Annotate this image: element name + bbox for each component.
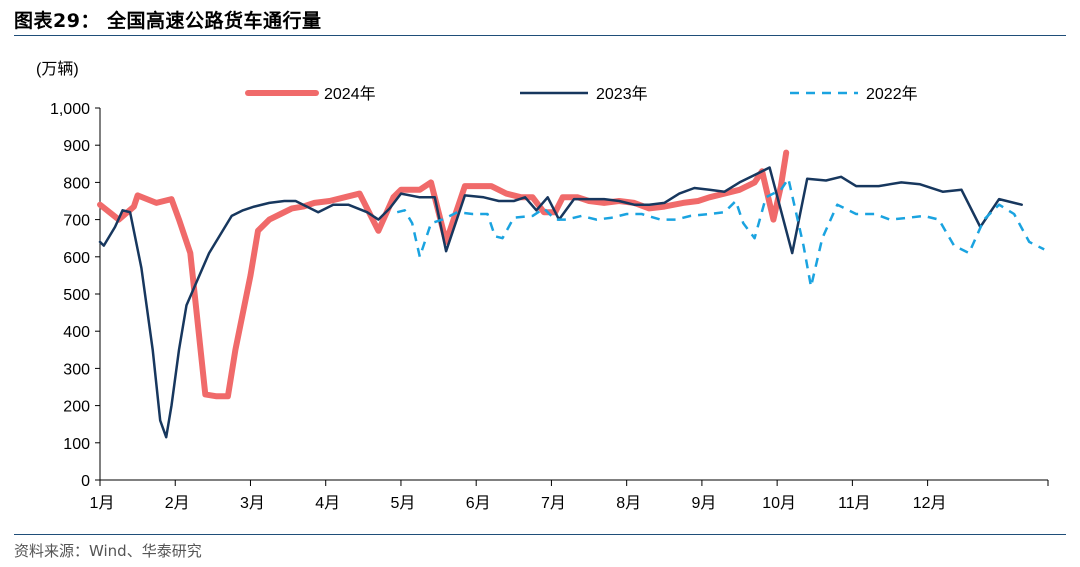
x-tick-label: 7月 <box>541 495 566 512</box>
x-tick-label: 12月 <box>913 495 947 512</box>
x-tick-label: 1月 <box>90 495 115 512</box>
title-divider <box>14 35 1066 36</box>
y-axis-unit-label: (万辆) <box>36 60 79 78</box>
y-tick-label: 400 <box>63 324 90 341</box>
y-tick-label: 700 <box>63 213 90 230</box>
line-chart: (万辆) 0 100 200 300 400 500 600 700 800 900 1,000 1月 2… <box>36 60 1049 512</box>
y-tick-label: 1,000 <box>50 101 90 118</box>
x-tick-label: 8月 <box>616 495 641 512</box>
y-tick-label: 800 <box>63 175 90 192</box>
y-tick-label: 100 <box>63 436 90 453</box>
x-tick-label: 10月 <box>762 495 796 512</box>
x-tick-label: 6月 <box>466 495 491 512</box>
source-note: 资料来源：Wind、华泰研究 <box>14 542 202 560</box>
y-tick-label: 200 <box>63 399 90 416</box>
y-tick-label: 500 <box>63 287 90 304</box>
x-tick-label: 4月 <box>315 495 340 512</box>
x-tick-label: 3月 <box>240 495 265 512</box>
y-tick-label: 900 <box>63 138 90 155</box>
source-divider <box>14 534 1066 535</box>
x-tick-label: 9月 <box>691 495 716 512</box>
y-tick-label: 0 <box>81 473 90 490</box>
legend-label-2024年: 2024年 <box>324 85 376 103</box>
y-tick-label: 600 <box>63 250 90 267</box>
series-line-2022年 <box>396 177 1045 288</box>
legend-label-2023年: 2023年 <box>596 85 648 103</box>
chart-title: 图表29： 全国高速公路货车通行量 <box>14 10 322 32</box>
legend-label-2022年: 2022年 <box>866 85 918 103</box>
x-tick-label: 2月 <box>165 495 190 512</box>
series-line-2024年 <box>97 149 790 400</box>
y-tick-label: 300 <box>63 361 90 378</box>
x-tick-label: 11月 <box>838 495 871 512</box>
series-line-2023年 <box>98 166 1023 439</box>
x-tick-label: 5月 <box>390 495 415 512</box>
